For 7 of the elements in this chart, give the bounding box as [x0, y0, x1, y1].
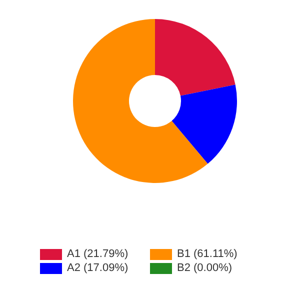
donut-slice — [73, 19, 208, 183]
legend-label: B2 (0.00%) — [177, 262, 232, 274]
legend-label: A2 (17.09%) — [67, 262, 128, 274]
donut-slice — [172, 84, 237, 164]
legend-label: A1 (21.79%) — [67, 248, 128, 260]
legend-label: B1 (61.11%) — [177, 248, 238, 260]
donut-slice — [155, 19, 236, 96]
